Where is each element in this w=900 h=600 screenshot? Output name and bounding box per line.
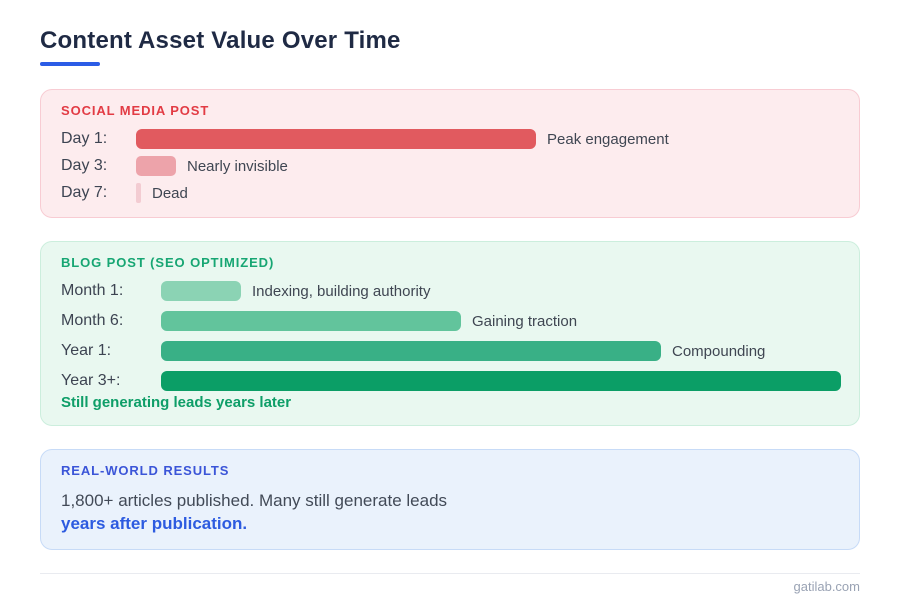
footer-divider <box>40 573 860 574</box>
row-label: Year 3+: <box>61 372 121 389</box>
social-media-panel: SOCIAL MEDIA POST Day 1: Peak engagement… <box>40 89 860 218</box>
value-bar <box>136 129 536 149</box>
bar-annotation: Compounding <box>672 342 766 360</box>
value-bar <box>161 341 661 361</box>
value-bar <box>161 371 841 391</box>
results-panel: REAL-WORLD RESULTS 1,800+ articles publi… <box>40 449 860 550</box>
value-bar <box>136 156 176 176</box>
blog-panel-header: BLOG POST (SEO OPTIMIZED) <box>61 255 275 270</box>
bar-annotation: Peak engagement <box>547 130 669 148</box>
watermark: gatilab.com <box>793 579 860 594</box>
row-label: Day 1: <box>61 130 108 147</box>
bar-row-year1: Year 1: Compounding <box>61 341 839 361</box>
row-label: Month 6: <box>61 312 124 329</box>
bar-row-month1: Month 1: Indexing, building authority <box>61 281 839 301</box>
title-underline <box>40 62 100 66</box>
blog-post-panel: BLOG POST (SEO OPTIMIZED) Month 1: Index… <box>40 241 860 426</box>
value-bar <box>161 281 241 301</box>
results-text-line2: years after publication. <box>61 514 248 533</box>
results-panel-header: REAL-WORLD RESULTS <box>61 463 230 478</box>
bar-row-year3: Year 3+: <box>61 371 841 391</box>
page-title: Content Asset Value Over Time <box>40 27 401 54</box>
bar-annotation: Nearly invisible <box>187 157 288 175</box>
bar-annotation: Gaining traction <box>472 312 578 330</box>
blog-note: Still generating leads years later <box>61 394 292 411</box>
bar-annotation: Dead <box>152 184 188 202</box>
bar-row-month6: Month 6: Gaining traction <box>61 311 839 331</box>
value-bar <box>161 311 461 331</box>
row-label: Year 1: <box>61 342 112 359</box>
bar-row-day1: Day 1: Peak engagement <box>61 129 839 149</box>
value-bar <box>136 183 141 203</box>
bar-annotation: Indexing, building authority <box>252 282 431 300</box>
results-text-line1: 1,800+ articles published. Many still ge… <box>61 491 448 510</box>
row-label: Day 3: <box>61 157 108 174</box>
row-label: Day 7: <box>61 184 108 201</box>
row-label: Month 1: <box>61 282 124 299</box>
bar-row-day3: Day 3: Nearly invisible <box>61 156 839 176</box>
bar-row-day7: Day 7: Dead <box>61 183 839 203</box>
social-panel-header: SOCIAL MEDIA POST <box>61 103 210 118</box>
